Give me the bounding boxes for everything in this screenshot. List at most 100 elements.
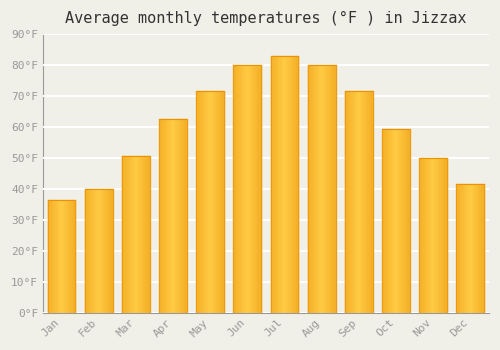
Bar xyxy=(178,119,179,313)
Bar xyxy=(131,156,132,313)
Bar xyxy=(182,119,183,313)
Bar xyxy=(464,184,466,313)
Bar xyxy=(364,91,365,313)
Bar xyxy=(108,189,110,313)
Bar xyxy=(48,200,50,313)
Bar xyxy=(72,200,74,313)
Bar xyxy=(475,184,476,313)
Bar xyxy=(479,184,480,313)
Bar xyxy=(471,184,472,313)
Bar xyxy=(60,200,61,313)
Bar xyxy=(276,56,278,313)
Bar xyxy=(105,189,106,313)
Bar xyxy=(288,56,289,313)
Bar xyxy=(218,91,219,313)
Bar xyxy=(273,56,274,313)
Bar xyxy=(270,56,271,313)
Bar xyxy=(369,91,370,313)
Bar xyxy=(102,189,103,313)
Bar xyxy=(89,189,90,313)
Bar xyxy=(135,156,136,313)
Bar xyxy=(309,65,310,313)
Bar xyxy=(212,91,213,313)
Bar xyxy=(167,119,168,313)
Bar xyxy=(161,119,162,313)
Bar xyxy=(446,158,447,313)
Bar xyxy=(318,65,319,313)
Bar xyxy=(361,91,362,313)
Bar xyxy=(67,200,68,313)
Bar xyxy=(366,91,367,313)
Bar xyxy=(168,119,169,313)
Bar xyxy=(335,65,336,313)
Bar xyxy=(282,56,283,313)
Bar xyxy=(165,119,166,313)
Bar xyxy=(258,65,259,313)
Bar xyxy=(132,156,133,313)
Bar xyxy=(122,156,123,313)
Bar xyxy=(52,200,53,313)
Bar xyxy=(222,91,223,313)
Bar xyxy=(95,189,96,313)
Bar xyxy=(197,91,198,313)
Bar xyxy=(371,91,372,313)
Bar xyxy=(346,91,347,313)
Bar xyxy=(387,128,388,313)
Bar xyxy=(359,91,360,313)
Bar xyxy=(365,91,366,313)
Bar xyxy=(220,91,221,313)
Bar xyxy=(223,91,224,313)
Bar xyxy=(406,128,407,313)
Bar xyxy=(53,200,54,313)
Bar xyxy=(243,65,244,313)
Bar xyxy=(332,65,333,313)
Bar xyxy=(426,158,427,313)
Bar xyxy=(172,119,173,313)
Bar xyxy=(62,200,63,313)
Bar xyxy=(394,128,395,313)
Bar xyxy=(129,156,130,313)
Bar xyxy=(136,156,137,313)
Bar xyxy=(255,65,256,313)
Bar xyxy=(66,200,67,313)
Bar xyxy=(208,91,209,313)
Bar xyxy=(272,56,273,313)
Bar xyxy=(421,158,422,313)
Bar xyxy=(90,189,91,313)
Bar xyxy=(409,128,410,313)
Bar xyxy=(467,184,468,313)
Bar xyxy=(88,189,89,313)
Bar xyxy=(64,200,65,313)
Bar xyxy=(160,119,161,313)
Bar xyxy=(441,158,442,313)
Bar xyxy=(71,200,72,313)
Bar xyxy=(320,65,321,313)
Bar xyxy=(427,158,428,313)
Bar xyxy=(94,189,95,313)
Bar xyxy=(382,128,383,313)
Bar xyxy=(240,65,241,313)
Bar xyxy=(483,184,484,313)
Bar xyxy=(127,156,128,313)
Bar xyxy=(395,128,396,313)
Bar xyxy=(327,65,328,313)
Bar xyxy=(180,119,181,313)
Bar xyxy=(435,158,436,313)
Bar xyxy=(345,91,346,313)
Bar xyxy=(445,158,446,313)
Bar xyxy=(482,184,483,313)
Bar xyxy=(149,156,150,313)
Bar xyxy=(174,119,176,313)
Bar xyxy=(159,119,160,313)
Bar xyxy=(146,156,147,313)
Bar xyxy=(242,65,243,313)
Bar xyxy=(169,119,170,313)
Bar xyxy=(177,119,178,313)
Bar xyxy=(436,158,437,313)
Bar xyxy=(63,200,64,313)
Bar xyxy=(293,56,294,313)
Bar xyxy=(419,158,420,313)
Bar xyxy=(130,156,131,313)
Bar xyxy=(249,65,250,313)
Bar xyxy=(408,128,409,313)
